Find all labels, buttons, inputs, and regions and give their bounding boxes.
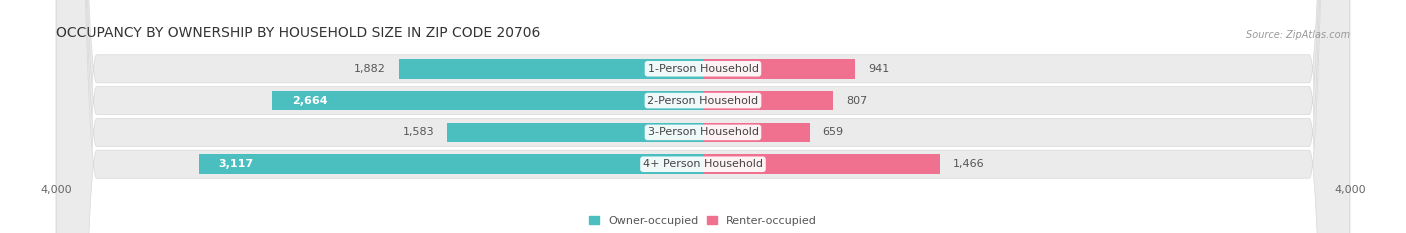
FancyBboxPatch shape	[56, 0, 1350, 233]
FancyBboxPatch shape	[56, 0, 1350, 233]
Text: 2,664: 2,664	[291, 96, 328, 106]
Text: 659: 659	[823, 127, 844, 137]
Text: 1,882: 1,882	[354, 64, 385, 74]
Bar	[703, 91, 834, 110]
Text: 3-Person Household: 3-Person Household	[648, 127, 758, 137]
Text: 941: 941	[868, 64, 890, 74]
Text: 3,117: 3,117	[218, 159, 253, 169]
Bar	[703, 59, 855, 79]
Bar	[200, 154, 703, 174]
Text: 1-Person Household: 1-Person Household	[648, 64, 758, 74]
Bar	[447, 123, 703, 142]
Text: 807: 807	[846, 96, 868, 106]
FancyBboxPatch shape	[56, 0, 1350, 233]
Bar	[703, 123, 810, 142]
Text: 2-Person Household: 2-Person Household	[647, 96, 759, 106]
Text: OCCUPANCY BY OWNERSHIP BY HOUSEHOLD SIZE IN ZIP CODE 20706: OCCUPANCY BY OWNERSHIP BY HOUSEHOLD SIZE…	[56, 26, 541, 40]
Text: Source: ZipAtlas.com: Source: ZipAtlas.com	[1246, 30, 1350, 40]
Legend: Owner-occupied, Renter-occupied: Owner-occupied, Renter-occupied	[589, 216, 817, 226]
Text: 1,466: 1,466	[953, 159, 984, 169]
FancyBboxPatch shape	[56, 0, 1350, 233]
Text: 4+ Person Household: 4+ Person Household	[643, 159, 763, 169]
Bar	[399, 59, 703, 79]
Bar	[703, 154, 941, 174]
Text: 1,583: 1,583	[402, 127, 434, 137]
Bar	[273, 91, 703, 110]
